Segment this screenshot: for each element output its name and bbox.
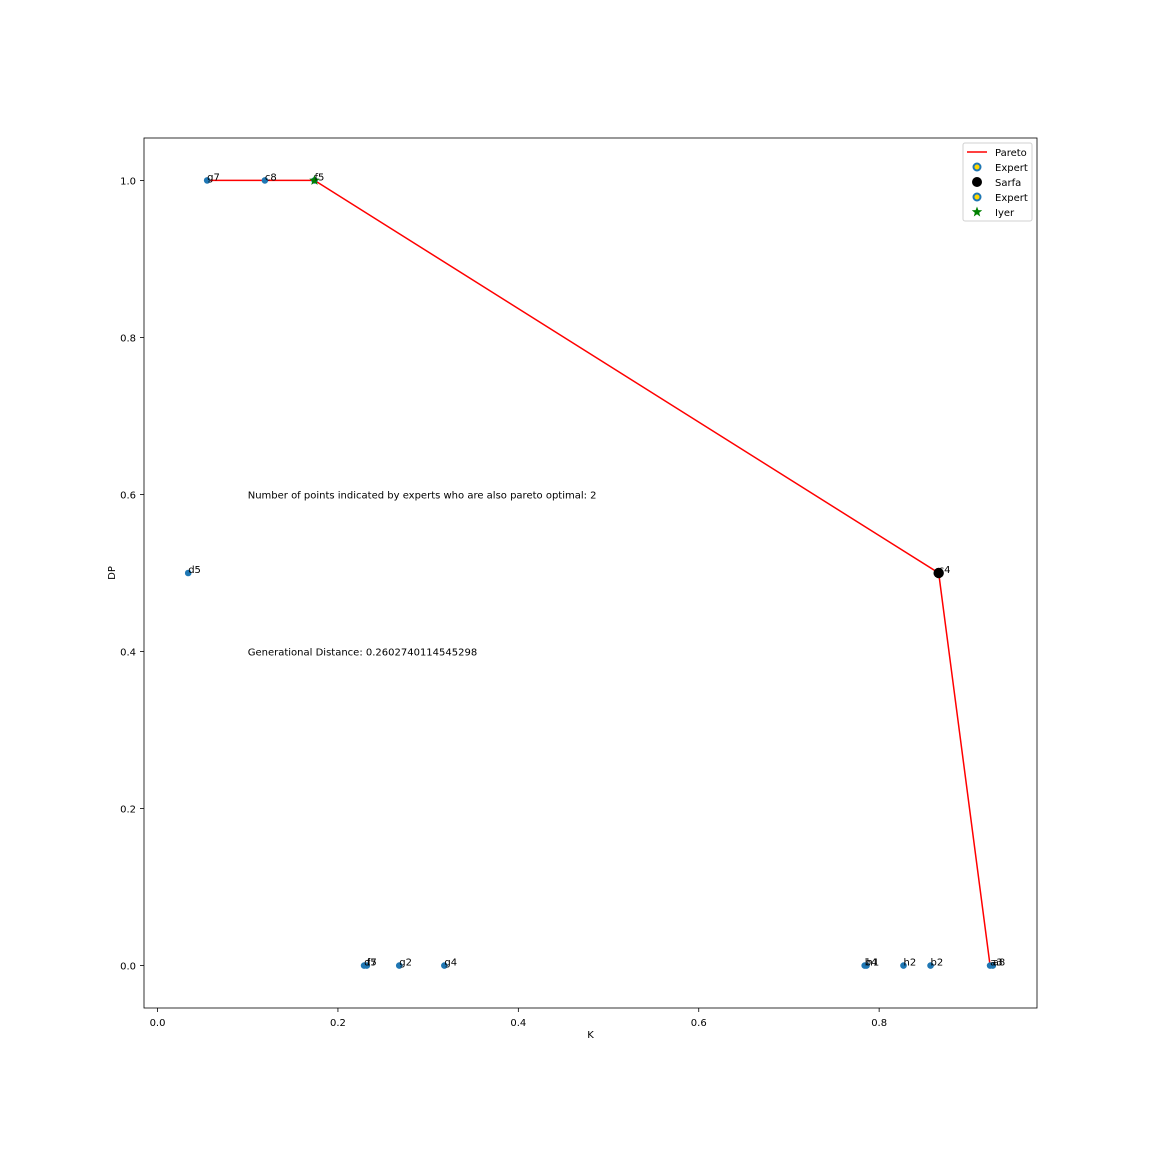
annotation-text: Generational Distance: 0.260274011454529… [248,648,477,659]
y-ticks: 0.0 0.2 0.4 0.6 0.8 1.0 [120,176,144,973]
annotation-text: Number of points indicated by experts wh… [248,490,597,501]
y-tick-label: 0.2 [120,805,136,816]
y-tick-label: 0.4 [120,648,136,659]
legend-marker-expert [972,192,982,202]
point-label: c4 [939,565,951,576]
y-tick-label: 1.0 [120,176,136,187]
axes-frame [143,137,1038,1009]
sarfa-marker [933,567,944,579]
legend-label: Sarfa [995,178,1021,189]
data-point [927,962,934,969]
points-layer [184,174,997,969]
x-axis-label: K [587,1030,594,1041]
x-tick-label: 0.0 [150,1018,166,1029]
legend: Pareto Expert Sarfa Expert Iyer [962,142,1033,222]
data-point [395,962,403,969]
data-point [363,962,371,969]
annotations-layer: Number of points indicated by experts wh… [248,490,597,658]
legend-box [962,142,1033,222]
point-label: h2 [904,958,917,969]
data-point [863,962,870,969]
data-point [184,569,192,577]
legend-marker-iyer [971,206,983,217]
x-tick-label: 0.2 [330,1018,346,1029]
legend-label: Pareto [995,148,1027,159]
data-point [261,177,269,184]
x-tick-label: 0.6 [691,1018,707,1029]
data-point [989,962,997,969]
x-tick-label: 0.8 [871,1018,887,1029]
point-label: b4 [865,958,878,969]
point-label: g7 [207,172,220,183]
data-point [203,177,211,184]
legend-label: Expert [995,163,1028,174]
iyer-marker [309,174,320,185]
y-tick-label: 0.0 [120,962,136,973]
legend-label: Expert [995,193,1028,204]
data-point [441,962,448,969]
legend-marker-expert [972,162,982,172]
point-label: g4 [444,958,457,969]
legend-marker-sarfa [972,177,982,187]
point-label: c8 [265,172,277,183]
point-label: f5 [314,172,324,183]
legend-label: Iyer [995,208,1015,219]
point-label: h1 [867,958,880,969]
point-label: a8 [993,958,1006,969]
point-label: a3 [990,958,1003,969]
data-point [900,962,907,969]
point-label: d7 [364,958,377,969]
y-axis-label: DP [107,566,118,580]
point-label: f5 [367,958,377,969]
x-ticks: 0.0 0.2 0.4 0.6 0.8 [150,1008,887,1029]
y-tick-label: 0.6 [120,490,136,501]
x-tick-label: 0.4 [510,1018,526,1029]
y-tick-label: 0.8 [120,333,136,344]
point-label: g2 [399,958,412,969]
point-label: d5 [188,565,201,576]
point-label: b2 [931,958,944,969]
